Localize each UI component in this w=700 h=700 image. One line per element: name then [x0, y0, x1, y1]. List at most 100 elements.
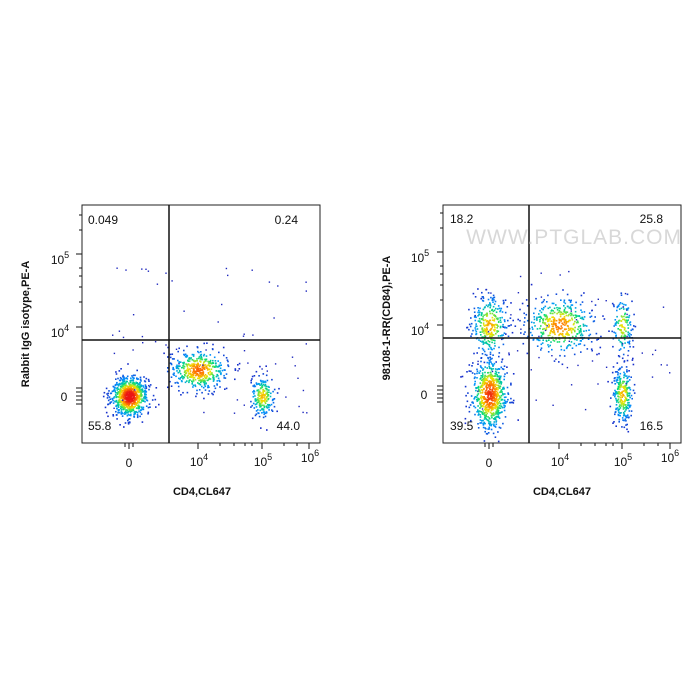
event-dot [169, 362, 172, 364]
event-dot [263, 381, 265, 383]
event-dot [523, 333, 525, 335]
event-dot [498, 412, 500, 415]
event-dot [623, 386, 626, 389]
event-dot [482, 330, 485, 333]
event-dot [203, 376, 206, 378]
event-dot [563, 315, 566, 318]
event-dot [494, 300, 497, 303]
event-dot [138, 401, 141, 404]
event-dot [491, 312, 494, 315]
event-dot [500, 375, 502, 378]
event-dot [192, 371, 194, 374]
event-dot [139, 411, 142, 414]
plot-left-frame [81, 204, 321, 444]
event-dot [189, 358, 191, 360]
event-dot [492, 412, 495, 414]
event-dot [133, 383, 136, 385]
event-dot [114, 394, 117, 396]
event-dot [113, 389, 115, 392]
event-dot [171, 353, 174, 355]
plot-left-quadrant-top-right: 0.24 [275, 213, 299, 227]
event-dot [559, 315, 562, 318]
event-dot [201, 374, 204, 377]
event-dot [166, 370, 169, 373]
event-dot [176, 366, 179, 368]
event-dot [628, 410, 631, 412]
event-dot [615, 321, 618, 324]
event-dot [486, 361, 489, 364]
event-dot [619, 380, 621, 383]
event-dot [132, 381, 134, 384]
event-dot [496, 331, 498, 333]
event-dot [624, 342, 626, 344]
event-dot [569, 300, 572, 302]
event-dot [629, 321, 632, 323]
event-dot [139, 378, 142, 381]
event-dot [617, 373, 619, 376]
event-dot [200, 375, 202, 377]
event-dot [115, 371, 117, 373]
event-dot [484, 328, 487, 331]
event-dot [139, 391, 142, 393]
event-dot [467, 392, 469, 394]
event-dot [619, 372, 622, 375]
event-dot [204, 358, 207, 361]
event-dot [144, 387, 146, 390]
plot-right-x-tick-label: 0 [486, 456, 493, 470]
event-dot [131, 392, 133, 395]
event-dot [626, 370, 628, 373]
event-dot [620, 329, 622, 332]
event-dot [523, 312, 525, 315]
event-dot [183, 354, 186, 357]
event-dot [543, 327, 545, 330]
event-dot [116, 392, 119, 394]
event-dot [131, 409, 133, 412]
event-dot [495, 332, 497, 335]
event-dot [486, 376, 489, 379]
event-dot [538, 339, 541, 342]
event-dot [531, 326, 533, 329]
event-dot [613, 380, 616, 382]
event-dot [497, 380, 500, 383]
event-dot [112, 402, 115, 404]
event-dot [564, 324, 566, 326]
event-dot [572, 314, 575, 317]
event-dot [120, 405, 122, 408]
event-dot [501, 406, 504, 409]
event-dot [594, 316, 596, 318]
event-dot [473, 398, 475, 400]
event-dot [559, 332, 562, 335]
event-dot [499, 319, 502, 321]
event-dot [569, 306, 572, 308]
event-dot [581, 317, 583, 320]
event-dot [123, 387, 126, 390]
event-dot [227, 360, 229, 363]
event-dot [189, 368, 191, 370]
event-dot [217, 370, 220, 372]
event-dot [194, 385, 197, 388]
event-dot [460, 376, 462, 378]
event-dot [607, 380, 609, 383]
event-dot [506, 366, 508, 368]
event-dot [567, 327, 570, 329]
event-dot [130, 377, 132, 379]
event-dot [185, 356, 188, 358]
event-dot [612, 422, 614, 424]
event-dot [194, 363, 196, 366]
event-dot [473, 352, 475, 355]
event-dot [202, 364, 204, 366]
event-dot [616, 407, 619, 409]
event-dot [183, 361, 185, 364]
event-dot [262, 373, 265, 375]
event-dot [131, 402, 133, 404]
event-dot [567, 329, 570, 331]
event-dot [473, 307, 476, 310]
event-dot [133, 401, 135, 403]
event-dot [269, 395, 272, 398]
event-dot [619, 348, 622, 350]
event-dot [130, 391, 132, 393]
event-dot [489, 380, 491, 382]
event-dot [208, 386, 210, 388]
event-dot [220, 364, 222, 366]
event-dot [507, 325, 510, 327]
